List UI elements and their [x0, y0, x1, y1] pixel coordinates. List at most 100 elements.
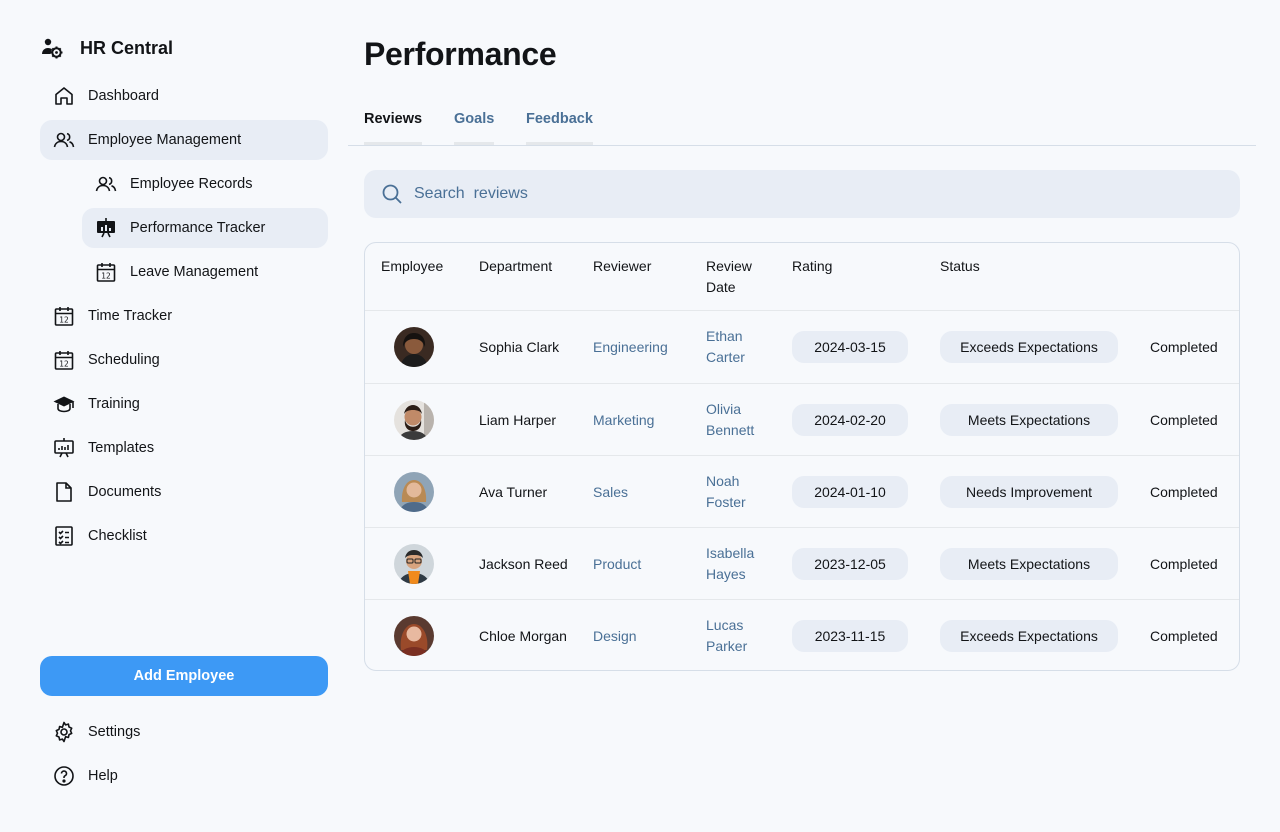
add-employee-button[interactable]: Add Employee: [40, 656, 328, 696]
rating: Exceeds Expectations: [940, 311, 1118, 383]
sidebar-item-label: Documents: [88, 484, 162, 500]
calendar-day-number: 12: [59, 360, 69, 369]
employee-name: Jackson Reed: [479, 555, 568, 572]
sidebar-item-documents[interactable]: Documents: [40, 472, 328, 512]
calendar-icon: 12: [52, 304, 76, 328]
employee-name: Liam Harper: [479, 411, 557, 428]
department: Product: [593, 555, 642, 572]
rating: Meets Expectations: [940, 384, 1118, 456]
department: Marketing: [593, 411, 655, 428]
sidebar-item-help[interactable]: Help: [40, 756, 328, 796]
sidebar-item-label: Training: [88, 396, 140, 412]
reviews-table: Employee Department Reviewer Review Date…: [364, 242, 1240, 671]
table-header: Employee Department Reviewer Review Date…: [365, 243, 1239, 311]
tab-bar: Reviews Goals Feedback: [348, 100, 1256, 146]
sidebar-item-label: Leave Management: [130, 264, 259, 280]
rating-badge: Meets Expectations: [940, 548, 1118, 580]
review-date: 2023-11-15: [792, 600, 908, 670]
sidebar-item-time-tracker[interactable]: 12 Time Tracker: [40, 296, 328, 336]
sidebar-item-label: Settings: [88, 724, 141, 740]
sidebar-item-label: Templates: [88, 440, 155, 456]
sidebar-item-label: Scheduling: [88, 352, 160, 368]
avatar: [394, 528, 434, 600]
users-icon: [52, 128, 76, 152]
table-row[interactable]: Ava Turner Sales Noah Foster 2024-01-10 …: [365, 455, 1239, 528]
table-row[interactable]: Sophia Clark Engineering Ethan Carter 20…: [365, 311, 1239, 383]
sidebar-item-checklist[interactable]: Checklist: [40, 516, 328, 556]
app-title: HR Central: [80, 37, 174, 58]
rating: Needs Improvement: [940, 456, 1118, 528]
home-icon: [52, 84, 76, 108]
sidebar-item-employee-records[interactable]: Employee Records: [82, 164, 328, 204]
rating-badge: Exceeds Expectations: [940, 331, 1118, 363]
column-header-reviewer[interactable]: Reviewer: [593, 258, 652, 274]
status-text: Completed: [1150, 338, 1218, 355]
calendar-icon: 12: [94, 260, 118, 284]
table-row[interactable]: Chloe Morgan Design Lucas Parker 2023-11…: [365, 599, 1239, 670]
avatar: [394, 311, 434, 383]
users-icon: [94, 172, 118, 196]
sidebar-item-label: Checklist: [88, 528, 147, 544]
calendar-icon: 12: [52, 348, 76, 372]
search-bar: [364, 170, 1240, 218]
avatar: [394, 456, 434, 528]
review-date-pill: 2023-11-15: [792, 620, 908, 652]
presentation-icon: [52, 436, 76, 460]
rating-badge: Needs Improvement: [940, 476, 1118, 508]
sidebar-item-label: Dashboard: [88, 88, 159, 104]
page-title: Performance: [364, 36, 557, 72]
review-date-pill: 2023-12-05: [792, 548, 908, 580]
column-header-employee[interactable]: Employee: [381, 258, 444, 274]
review-date-pill: 2024-03-15: [792, 331, 908, 363]
avatar: [394, 600, 434, 670]
sidebar-item-scheduling[interactable]: 12 Scheduling: [40, 340, 328, 380]
review-date-pill: 2024-01-10: [792, 476, 908, 508]
sidebar-item-label: Help: [88, 768, 118, 784]
reviewer: Lucas Parker: [706, 617, 748, 654]
rating: Exceeds Expectations: [940, 600, 1118, 670]
status-text: Completed: [1150, 411, 1218, 428]
sidebar-item-settings[interactable]: Settings: [40, 712, 328, 752]
column-header-department[interactable]: Department: [479, 258, 553, 274]
tab-feedback[interactable]: Feedback: [526, 100, 593, 145]
reviewer: Noah Foster: [706, 473, 746, 510]
gear-icon: [52, 720, 76, 744]
hr-users-gear-icon: [40, 36, 64, 60]
sidebar-item-employee-management[interactable]: Employee Management: [40, 120, 328, 160]
tab-goals[interactable]: Goals: [454, 100, 494, 145]
table-row[interactable]: Liam Harper Marketing Olivia Bennett 202…: [365, 383, 1239, 456]
sidebar-item-leave-management[interactable]: 12 Leave Management: [82, 252, 328, 292]
file-icon: [52, 480, 76, 504]
sidebar-item-templates[interactable]: Templates: [40, 428, 328, 468]
sidebar-item-dashboard[interactable]: Dashboard: [40, 76, 328, 116]
review-date: 2024-03-15: [792, 311, 908, 383]
sidebar-item-training[interactable]: Training: [40, 384, 328, 424]
department: Sales: [593, 483, 629, 500]
tab-reviews[interactable]: Reviews: [364, 100, 422, 145]
status-text: Completed: [1150, 627, 1218, 644]
sidebar-item-label: Performance Tracker: [130, 220, 266, 236]
avatar: [394, 384, 434, 456]
checklist-icon: [52, 524, 76, 548]
column-header-review-date[interactable]: Review Date: [706, 258, 752, 295]
sidebar-item-label: Employee Management: [88, 132, 242, 148]
calendar-day-number: 12: [59, 316, 69, 325]
column-header-status[interactable]: Status: [940, 258, 980, 274]
status-text: Completed: [1150, 555, 1218, 572]
review-date: 2024-02-20: [792, 384, 908, 456]
rating-badge: Meets Expectations: [940, 404, 1118, 436]
main-content: Performance Reviews Goals Feedback Emplo…: [348, 0, 1280, 832]
review-date: 2023-12-05: [792, 528, 908, 600]
sidebar-item-performance-tracker[interactable]: Performance Tracker: [82, 208, 328, 248]
review-date-pill: 2024-02-20: [792, 404, 908, 436]
presentation-chart-icon: [94, 216, 118, 240]
column-header-rating[interactable]: Rating: [792, 258, 833, 274]
review-date: 2024-01-10: [792, 456, 908, 528]
reviewer: Olivia Bennett: [706, 401, 755, 438]
rating: Meets Expectations: [940, 528, 1118, 600]
brand: HR Central: [40, 34, 173, 62]
sidebar-item-label: Time Tracker: [88, 308, 173, 324]
table-row[interactable]: Jackson Reed Product Isabella Hayes 2023…: [365, 527, 1239, 600]
search-input[interactable]: [414, 185, 1214, 203]
reviewer: Isabella Hayes: [706, 545, 755, 582]
